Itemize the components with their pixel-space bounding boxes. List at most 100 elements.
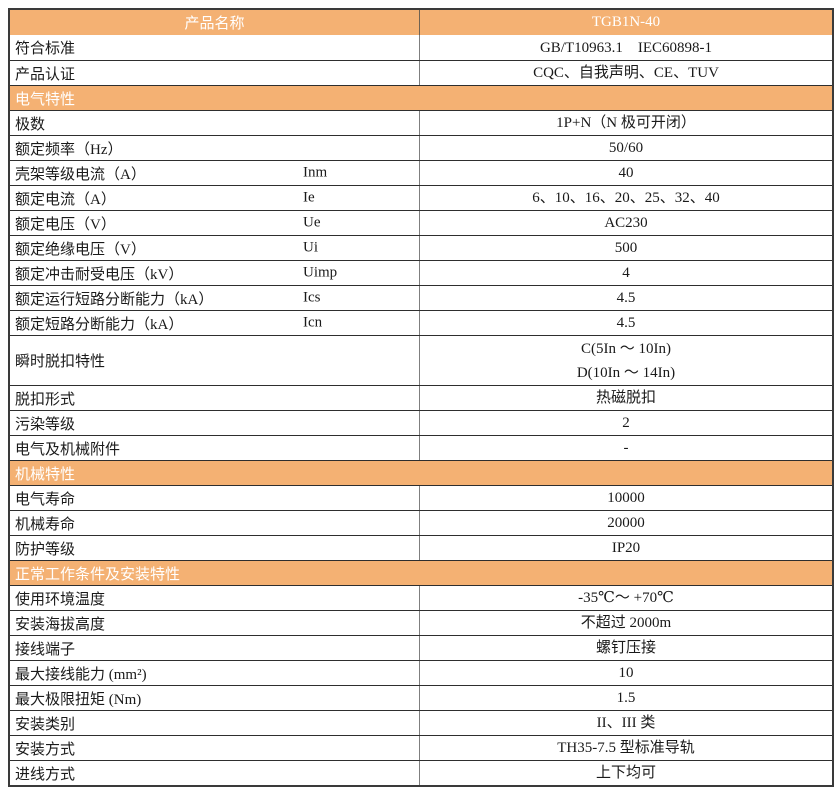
value-line: CQC、自我声明、CE、TUV <box>533 65 719 81</box>
table-row: 防护等级 IP20 <box>10 535 832 560</box>
row-label-cell: 防护等级 <box>10 536 420 560</box>
row-label-cell: 瞬时脱扣特性 <box>10 336 420 385</box>
row-label: 安装类别 <box>15 716 76 733</box>
row-value: - <box>420 436 832 460</box>
row-label-cell: 进线方式 <box>10 761 420 785</box>
table-row: 电气及机械附件 - <box>10 435 832 460</box>
section-header-row: 电气特性 <box>10 85 832 110</box>
row-value: 50/60 <box>420 136 832 160</box>
table-row: 安装方式 TH35-7.5 型标准导轨 <box>10 735 832 760</box>
row-label: 极数 <box>15 116 46 133</box>
row-label-cell: 额定绝缘电压（V） Ui <box>10 236 420 260</box>
row-value: IP20 <box>420 536 832 560</box>
value-line: 螺钉压接 <box>595 640 656 656</box>
row-label-cell: 额定频率（Hz） <box>10 136 420 160</box>
row-label-cell: 安装方式 <box>10 736 420 760</box>
row-label-cell: 极数 <box>10 111 420 135</box>
value-line: 1P+N（N 极可开闭） <box>556 115 696 131</box>
row-label: 机械寿命 <box>15 516 76 533</box>
row-symbol: Inm <box>303 164 328 181</box>
table-header-row: 产品名称 TGB1N-40 <box>10 10 832 35</box>
row-label: 防护等级 <box>15 541 76 558</box>
section-header-row: 正常工作条件及安装特性 <box>10 560 832 585</box>
row-label: 瞬时脱扣特性 <box>15 354 106 370</box>
value-line: D(10In ～ 14In) <box>576 364 676 381</box>
row-label-cell: 产品认证 <box>10 61 420 85</box>
value-line: IP20 <box>611 540 641 556</box>
table-row: 壳架等级电流（A） Inm 40 <box>10 160 832 185</box>
row-label-cell: 最大接线能力 (mm²) <box>10 661 420 685</box>
row-value: 4.5 <box>420 286 832 310</box>
row-label-cell: 电气寿命 <box>10 486 420 510</box>
row-label-cell: 最大极限扭矩 (Nm) <box>10 686 420 710</box>
value-line: 4.5 <box>616 315 636 331</box>
row-value: 6、10、16、20、25、32、40 <box>420 186 832 210</box>
table-row: 电气寿命 10000 <box>10 485 832 510</box>
table-row: 额定运行短路分断能力（kA） Ics 4.5 <box>10 285 832 310</box>
value-line: 不超过 2000m <box>580 615 672 631</box>
row-value: II、III 类 <box>420 711 832 735</box>
table-row: 额定绝缘电压（V） Ui 500 <box>10 235 832 260</box>
row-value: 40 <box>420 161 832 185</box>
row-value: 2 <box>420 411 832 435</box>
row-label-cell: 使用环境温度 <box>10 586 420 610</box>
value-line: C(5In ～ 10In) <box>581 340 671 357</box>
row-value: TH35-7.5 型标准导轨 <box>420 736 832 760</box>
value-line: 热磁脱扣 <box>595 390 656 406</box>
row-value: 4.5 <box>420 311 832 335</box>
row-value: 1P+N（N 极可开闭） <box>420 111 832 135</box>
product-spec-table: 产品名称 TGB1N-40 符合标准 GB/T10963.1 IEC60898-… <box>8 8 834 787</box>
table-row: 额定频率（Hz） 50/60 <box>10 135 832 160</box>
value-line: 40 <box>618 165 634 181</box>
value-line: 20000 <box>607 515 645 531</box>
row-label-cell: 电气及机械附件 <box>10 436 420 460</box>
row-value: 热磁脱扣 <box>420 386 832 410</box>
table-row: 产品认证 CQC、自我声明、CE、TUV <box>10 60 832 85</box>
table-row: 符合标准 GB/T10963.1 IEC60898-1 <box>10 35 832 60</box>
row-label-cell: 安装类别 <box>10 711 420 735</box>
row-label-cell: 脱扣形式 <box>10 386 420 410</box>
row-label-cell: 符合标准 <box>10 35 420 60</box>
row-symbol: Ie <box>303 189 315 206</box>
row-label: 产品认证 <box>15 66 76 83</box>
row-symbol: Icn <box>303 314 323 331</box>
table-row: 使用环境温度 -35℃～ +70℃ <box>10 585 832 610</box>
row-value: 螺钉压接 <box>420 636 832 660</box>
row-value: -35℃～ +70℃ <box>420 586 832 610</box>
row-label-cell: 额定运行短路分断能力（kA） Ics <box>10 286 420 310</box>
section-title: 正常工作条件及安装特性 <box>15 566 181 583</box>
row-value: 10 <box>420 661 832 685</box>
table-row: 接线端子 螺钉压接 <box>10 635 832 660</box>
row-value: 不超过 2000m <box>420 611 832 635</box>
spec-rows: 符合标准 GB/T10963.1 IEC60898-1 产品认证 CQC、自我声… <box>10 35 832 785</box>
row-value: 1.5 <box>420 686 832 710</box>
row-label: 额定运行短路分断能力（kA） <box>15 291 214 308</box>
row-label-cell: 额定短路分断能力（kA） Icn <box>10 311 420 335</box>
value-line: 10000 <box>607 490 645 506</box>
row-label-cell: 安装海拔高度 <box>10 611 420 635</box>
row-value: 20000 <box>420 511 832 535</box>
table-row: 额定短路分断能力（kA） Icn 4.5 <box>10 310 832 335</box>
row-value: 上下均可 <box>420 761 832 785</box>
value-line: TH35-7.5 型标准导轨 <box>557 740 695 756</box>
row-label: 符合标准 <box>15 41 76 57</box>
row-label-cell: 污染等级 <box>10 411 420 435</box>
row-label: 额定绝缘电压（V） <box>15 241 146 258</box>
value-line: - <box>623 440 629 456</box>
table-row: 脱扣形式 热磁脱扣 <box>10 385 832 410</box>
row-label: 接线端子 <box>15 641 76 658</box>
value-line: 4 <box>622 265 630 281</box>
table-row: 最大极限扭矩 (Nm) 1.5 <box>10 685 832 710</box>
row-label-cell: 额定冲击耐受电压（kV） Uimp <box>10 261 420 285</box>
table-row: 污染等级 2 <box>10 410 832 435</box>
row-label-cell: 壳架等级电流（A） Inm <box>10 161 420 185</box>
value-line: AC230 <box>604 215 648 231</box>
row-value: 500 <box>420 236 832 260</box>
row-label: 脱扣形式 <box>15 391 76 408</box>
row-value: 4 <box>420 261 832 285</box>
row-symbol: Ue <box>303 214 321 231</box>
value-line: 6、10、16、20、25、32、40 <box>532 190 720 206</box>
row-label: 额定电压（V） <box>15 216 116 233</box>
row-label: 污染等级 <box>15 416 76 433</box>
